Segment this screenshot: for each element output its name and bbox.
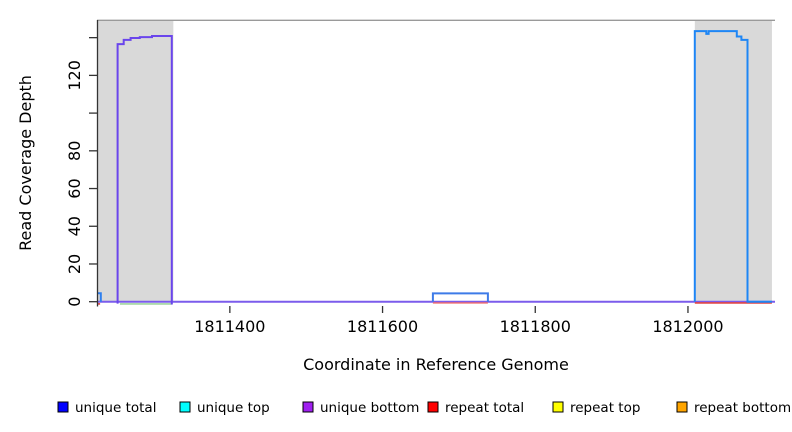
series-unique-total-mid-bump xyxy=(431,292,489,302)
legend-label-repeat-top: repeat top xyxy=(570,400,640,416)
coverage-series xyxy=(97,30,775,305)
legend-swatch-repeat-top xyxy=(552,401,564,413)
legend-swatch-repeat-total xyxy=(427,401,439,413)
legend: unique total unique top unique bottom repea… xyxy=(57,400,791,416)
series-unique-total-right-peak xyxy=(693,30,772,303)
left-gray-region xyxy=(97,20,174,303)
legend-label-unique-bottom: unique bottom xyxy=(320,400,419,416)
x-tick-label: 1811800 xyxy=(500,317,571,336)
y-axis-title: Read Coverage Depth xyxy=(16,75,35,251)
y-tick-label: 40 xyxy=(65,216,84,236)
y-axis: 0 20 40 60 80 120 xyxy=(65,20,99,307)
series-unique-total-left-edge-step xyxy=(97,292,102,302)
legend-swatch-repeat-bottom xyxy=(676,401,688,413)
legend-label-unique-total: unique total xyxy=(75,400,156,416)
x-axis-title: Coordinate in Reference Genome xyxy=(303,355,569,374)
x-axis: 1811400 1811600 1811800 1812000 xyxy=(194,306,724,336)
x-tick-label: 1812000 xyxy=(652,317,723,336)
y-tick-label: 20 xyxy=(65,254,84,274)
shaded-regions xyxy=(97,20,772,303)
y-tick-label: 0 xyxy=(65,297,84,307)
legend-swatch-unique-total xyxy=(57,401,69,413)
right-gray-region xyxy=(694,20,772,303)
y-tick-label: 120 xyxy=(65,60,84,91)
y-tick-label: 60 xyxy=(65,178,84,198)
x-tick-label: 1811400 xyxy=(194,317,265,336)
series-unique-bottom-left-peak xyxy=(116,35,173,305)
legend-label-repeat-total: repeat total xyxy=(445,400,524,416)
legend-swatch-unique-top xyxy=(179,401,191,413)
legend-swatch-unique-bottom xyxy=(302,401,314,413)
legend-label-unique-top: unique top xyxy=(197,400,270,416)
legend-label-repeat-bottom: repeat bottom xyxy=(694,400,791,416)
y-tick-label: 80 xyxy=(65,141,84,161)
x-tick-label: 1811600 xyxy=(347,317,418,336)
